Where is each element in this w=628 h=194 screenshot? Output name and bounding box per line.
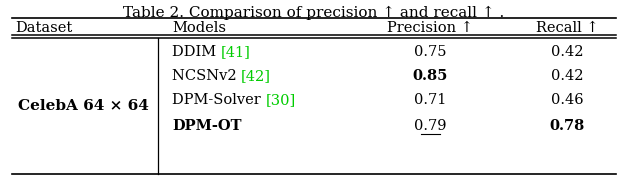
Text: 0.42: 0.42	[551, 69, 583, 83]
Text: DPM-OT: DPM-OT	[172, 119, 242, 133]
Text: Models: Models	[172, 21, 226, 35]
Text: DPM-Solver: DPM-Solver	[172, 93, 266, 107]
Text: 0.46: 0.46	[551, 93, 583, 107]
Text: DDIM: DDIM	[172, 45, 221, 59]
Text: 0.85: 0.85	[413, 69, 448, 83]
Text: [41]: [41]	[221, 45, 251, 59]
Text: Precision ↑: Precision ↑	[387, 21, 473, 35]
Text: [30]: [30]	[266, 93, 296, 107]
Text: CelebA 64 × 64: CelebA 64 × 64	[18, 99, 148, 113]
Text: 0.75: 0.75	[414, 45, 447, 59]
Text: Dataset: Dataset	[15, 21, 72, 35]
Text: [42]: [42]	[241, 69, 271, 83]
Text: Table 2. Comparison of precision ↑ and recall ↑ .: Table 2. Comparison of precision ↑ and r…	[123, 6, 505, 20]
Text: 0.71: 0.71	[414, 93, 446, 107]
Text: NCSNv2: NCSNv2	[172, 69, 241, 83]
Text: 0.78: 0.78	[550, 119, 585, 133]
Text: 0.42: 0.42	[551, 45, 583, 59]
Text: 0.79: 0.79	[414, 119, 447, 133]
Text: Recall ↑: Recall ↑	[536, 21, 598, 35]
